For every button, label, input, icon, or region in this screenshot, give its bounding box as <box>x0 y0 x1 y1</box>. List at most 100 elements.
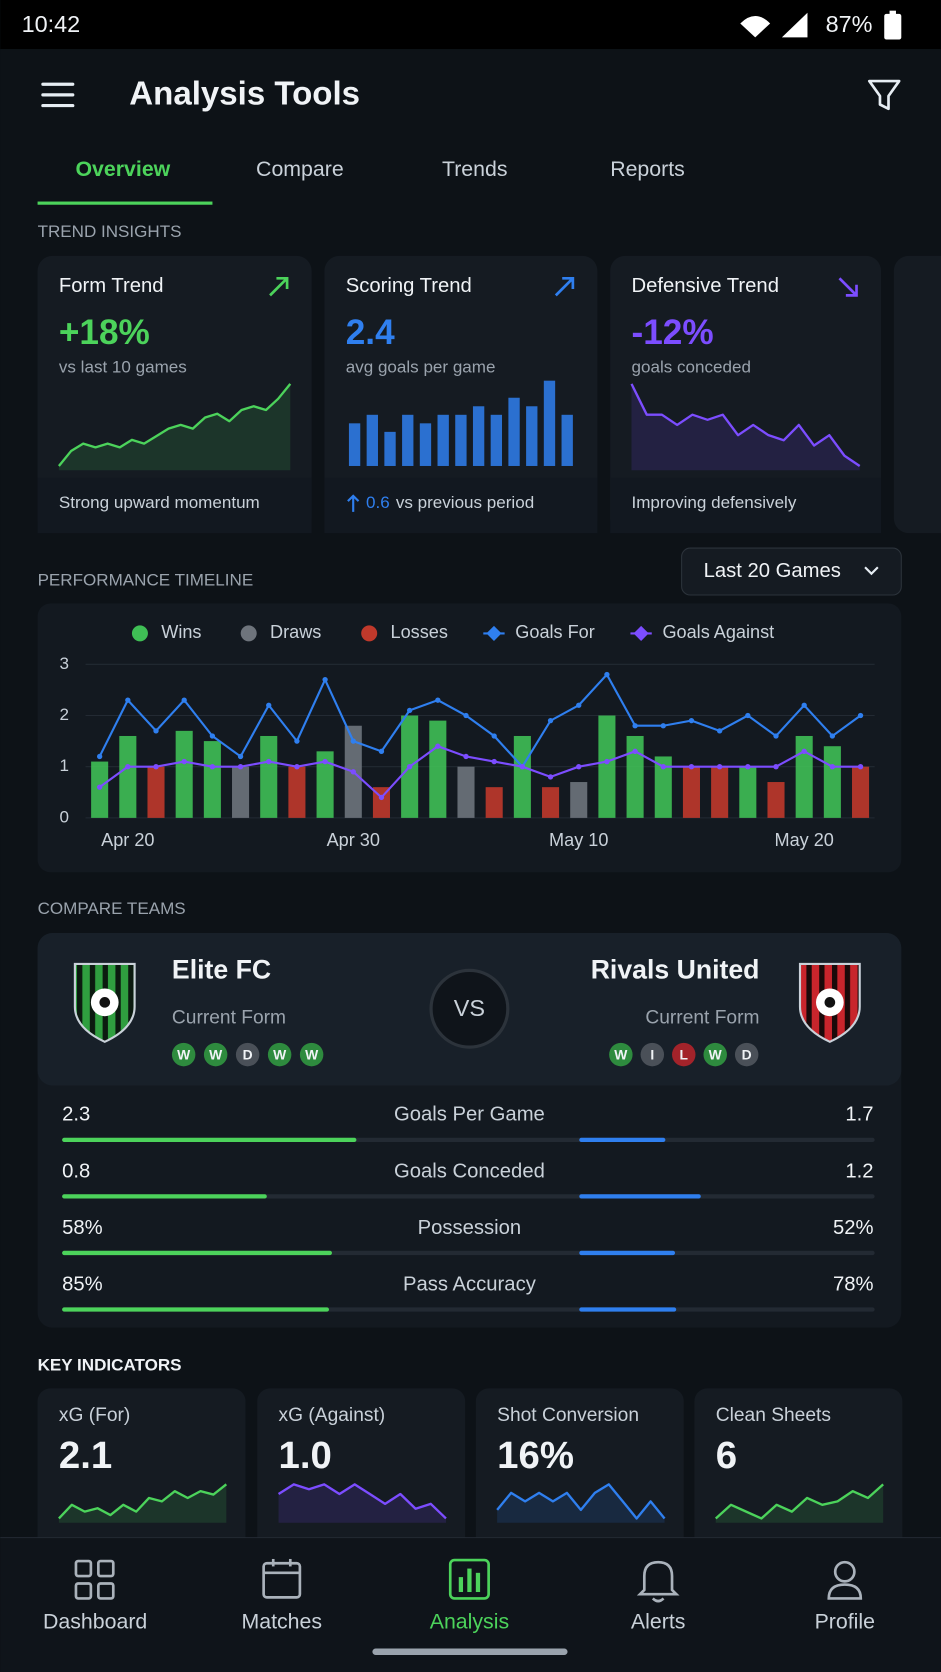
nav-item[interactable]: Alerts <box>631 1610 685 1634</box>
nav-item[interactable]: Matches <box>241 1610 322 1634</box>
bar <box>316 751 334 818</box>
trend-card <box>37 255 312 534</box>
bar <box>203 741 221 818</box>
form-letter: D <box>243 1046 253 1062</box>
menu-button[interactable] <box>41 82 75 108</box>
tab-indicator <box>37 201 213 205</box>
form-badge <box>235 1042 260 1067</box>
card-footer-text: vs previous period <box>396 493 534 512</box>
spark-bar <box>490 414 503 466</box>
form-letter: W <box>305 1046 319 1062</box>
delta-arrow <box>347 494 360 512</box>
series-point <box>266 758 272 765</box>
stat-bar-right <box>579 1307 677 1312</box>
legend-label: Draws <box>270 622 321 642</box>
filter-button[interactable] <box>867 79 901 111</box>
tab[interactable]: Compare <box>256 157 344 181</box>
series-point <box>350 738 356 744</box>
spark-bar <box>455 414 467 466</box>
series-point <box>96 784 103 790</box>
series-point <box>491 758 497 765</box>
bar <box>485 787 503 818</box>
status-icons <box>740 10 902 40</box>
stat-bar-right <box>579 1250 676 1256</box>
indicator-value: 6 <box>716 1434 737 1477</box>
nav-item[interactable]: Analysis <box>430 1610 509 1634</box>
series-point <box>181 758 187 765</box>
tab[interactable]: Overview <box>75 157 170 181</box>
series-point <box>491 733 497 739</box>
stat-name: Goals Per Game <box>394 1104 545 1126</box>
card-value: 2.4 <box>346 313 395 352</box>
series-point <box>266 702 272 708</box>
indicator-card <box>475 1388 684 1570</box>
nav-analysis-icon <box>448 1558 490 1600</box>
signal-icon <box>781 12 808 38</box>
bar <box>739 766 757 818</box>
indicator-title: Shot Conversion <box>497 1405 639 1426</box>
page-title: Analysis Tools <box>129 76 360 113</box>
bar <box>767 782 785 818</box>
indicator-card <box>257 1388 466 1570</box>
series-point <box>773 764 779 770</box>
legend-swatch <box>240 625 257 642</box>
indicator-title: Clean Sheets <box>716 1405 831 1426</box>
sparkline <box>714 1483 884 1520</box>
card-value: +18% <box>59 313 150 352</box>
spark-bar <box>348 423 361 466</box>
spark-bar <box>526 406 538 466</box>
tab[interactable]: Trends <box>442 157 508 181</box>
series-point <box>96 753 103 760</box>
card-caption: avg goals per game <box>346 357 496 376</box>
series-point <box>857 712 864 719</box>
indicator-value: 16% <box>497 1434 574 1477</box>
series-point <box>125 764 131 770</box>
series-point <box>294 764 300 770</box>
series-point <box>237 764 244 770</box>
series-point <box>745 712 751 719</box>
spark-area <box>58 1484 227 1523</box>
y-tick-label: 3 <box>59 654 68 673</box>
stat-bar-left <box>62 1250 332 1256</box>
series-point <box>660 764 666 770</box>
series-point <box>801 748 807 754</box>
legend-swatch <box>131 625 148 642</box>
tab[interactable]: Reports <box>610 157 685 181</box>
sparkline <box>58 1483 228 1520</box>
section-heading: COMPARE TEAMS <box>38 899 186 918</box>
spark-bar <box>543 380 556 466</box>
stat-name: Pass Accuracy <box>403 1273 537 1295</box>
form-badge <box>609 1042 633 1067</box>
clock: 10:42 <box>22 11 81 37</box>
stat-left: 85% <box>62 1273 103 1295</box>
bar <box>429 720 447 818</box>
nav-item[interactable]: Profile <box>815 1610 875 1634</box>
x-tick-label: May 10 <box>549 830 608 850</box>
legend-swatch <box>633 625 649 641</box>
form-letter: I <box>650 1046 654 1062</box>
nav-icons <box>74 1558 863 1603</box>
battery-tip <box>889 10 896 15</box>
nav-item[interactable]: Dashboard <box>43 1610 147 1634</box>
stat-right: 1.2 <box>845 1160 873 1182</box>
trend-card <box>610 255 882 534</box>
form-label: Current Form <box>172 1007 286 1028</box>
section-heading: TREND INSIGHTS <box>38 222 182 241</box>
series-point <box>406 764 413 770</box>
card-caption: vs last 10 games <box>59 357 187 376</box>
bar <box>852 766 870 818</box>
bar <box>626 735 644 818</box>
series-line <box>98 672 862 769</box>
card-title: Form Trend <box>59 275 164 297</box>
series-point <box>209 733 216 739</box>
filter-dropdown[interactable] <box>681 547 902 596</box>
battery-level: 87% <box>826 11 873 37</box>
series-point <box>181 697 187 703</box>
series-point <box>463 753 469 760</box>
bottom-nav: Dashboard Matches Analysis Alerts Profile <box>0 1537 941 1672</box>
footer-delta: 0.6 <box>366 493 390 512</box>
series-point <box>322 758 328 765</box>
stat-left: 2.3 <box>62 1104 90 1126</box>
series-point <box>604 758 610 765</box>
bar <box>823 746 841 818</box>
